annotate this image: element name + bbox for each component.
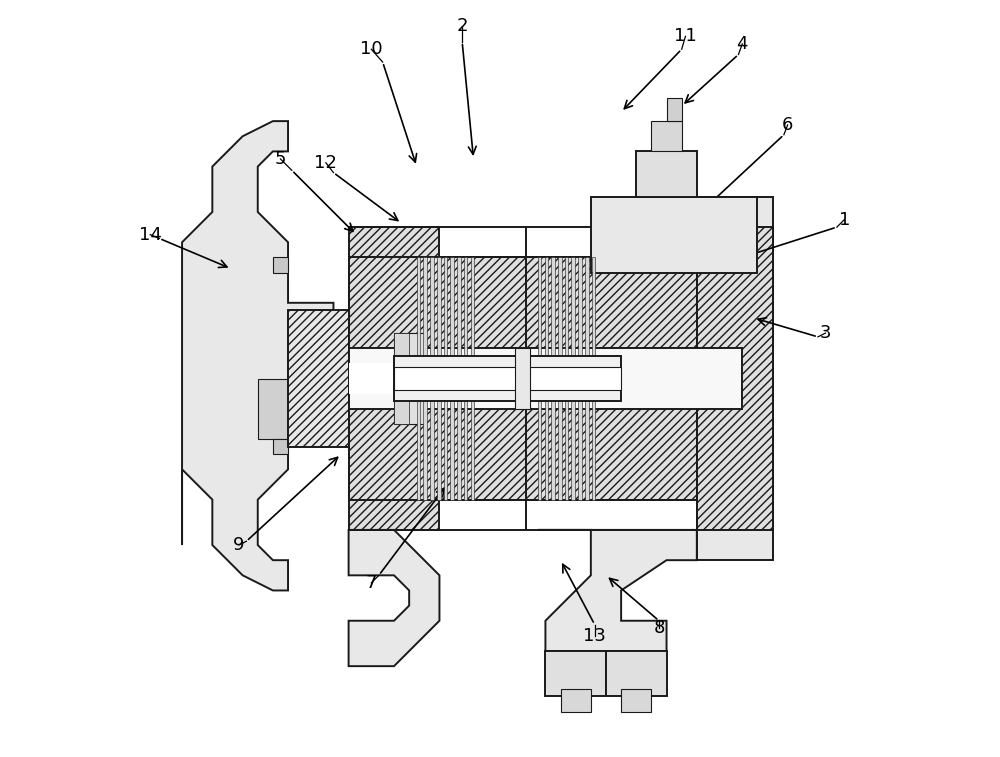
Bar [349,257,742,363]
Text: 11: 11 [674,27,697,45]
Bar [273,257,288,273]
Text: 13: 13 [583,627,606,645]
Bar [457,401,461,500]
Bar [561,689,591,712]
Bar [578,401,582,500]
Text: 7: 7 [366,574,377,592]
Bar [471,401,474,500]
Bar [585,257,589,356]
Bar [571,257,575,356]
Bar [417,401,420,500]
Text: 6: 6 [782,116,793,134]
Bar [591,197,757,273]
Text: 2: 2 [456,17,468,36]
Bar [565,257,568,356]
Polygon shape [538,530,697,651]
Polygon shape [349,530,439,666]
Bar [273,439,288,454]
Bar [636,151,697,197]
Bar [585,401,589,500]
Polygon shape [182,121,333,590]
Text: 10: 10 [360,40,383,58]
Bar [545,257,548,356]
Bar [545,651,606,696]
Bar [437,401,441,500]
Bar [423,257,427,356]
Bar [471,257,474,356]
Bar [423,401,427,500]
Bar [349,348,742,409]
Bar [444,401,447,500]
Bar [558,257,562,356]
Bar [394,356,621,401]
Bar [592,257,595,356]
Bar [578,257,582,356]
Bar [558,401,562,500]
Bar [606,651,667,696]
Bar [667,98,682,121]
Bar [430,401,434,500]
Bar [288,310,394,447]
Bar [394,333,409,424]
Text: 5: 5 [275,150,286,168]
Bar [571,401,575,500]
Bar [430,257,434,356]
Bar [349,363,439,394]
Bar [464,257,467,356]
Bar [551,257,555,356]
Bar [651,121,682,151]
Text: 8: 8 [653,619,665,637]
Bar [551,401,555,500]
Bar [349,363,742,409]
Bar [394,333,424,424]
Bar [417,257,420,356]
Text: 4: 4 [736,35,748,53]
Text: 14: 14 [139,226,162,244]
Bar [258,378,288,439]
Bar [697,197,773,560]
Bar [457,257,461,356]
Bar [394,367,621,390]
Text: 1: 1 [839,210,850,229]
Bar [538,401,541,500]
Bar [349,227,439,530]
Bar [592,401,595,500]
Bar [437,257,441,356]
Bar [545,401,548,500]
Bar [349,363,742,394]
Text: 3: 3 [820,324,831,342]
Bar [444,257,447,356]
Bar [450,257,454,356]
Bar [515,348,530,409]
Bar [697,227,773,530]
Bar [450,401,454,500]
Text: 9: 9 [233,536,245,554]
Bar [349,394,742,500]
Bar [565,401,568,500]
Bar [621,689,651,712]
Bar [538,257,541,356]
Text: 12: 12 [314,154,337,172]
Bar [464,401,467,500]
